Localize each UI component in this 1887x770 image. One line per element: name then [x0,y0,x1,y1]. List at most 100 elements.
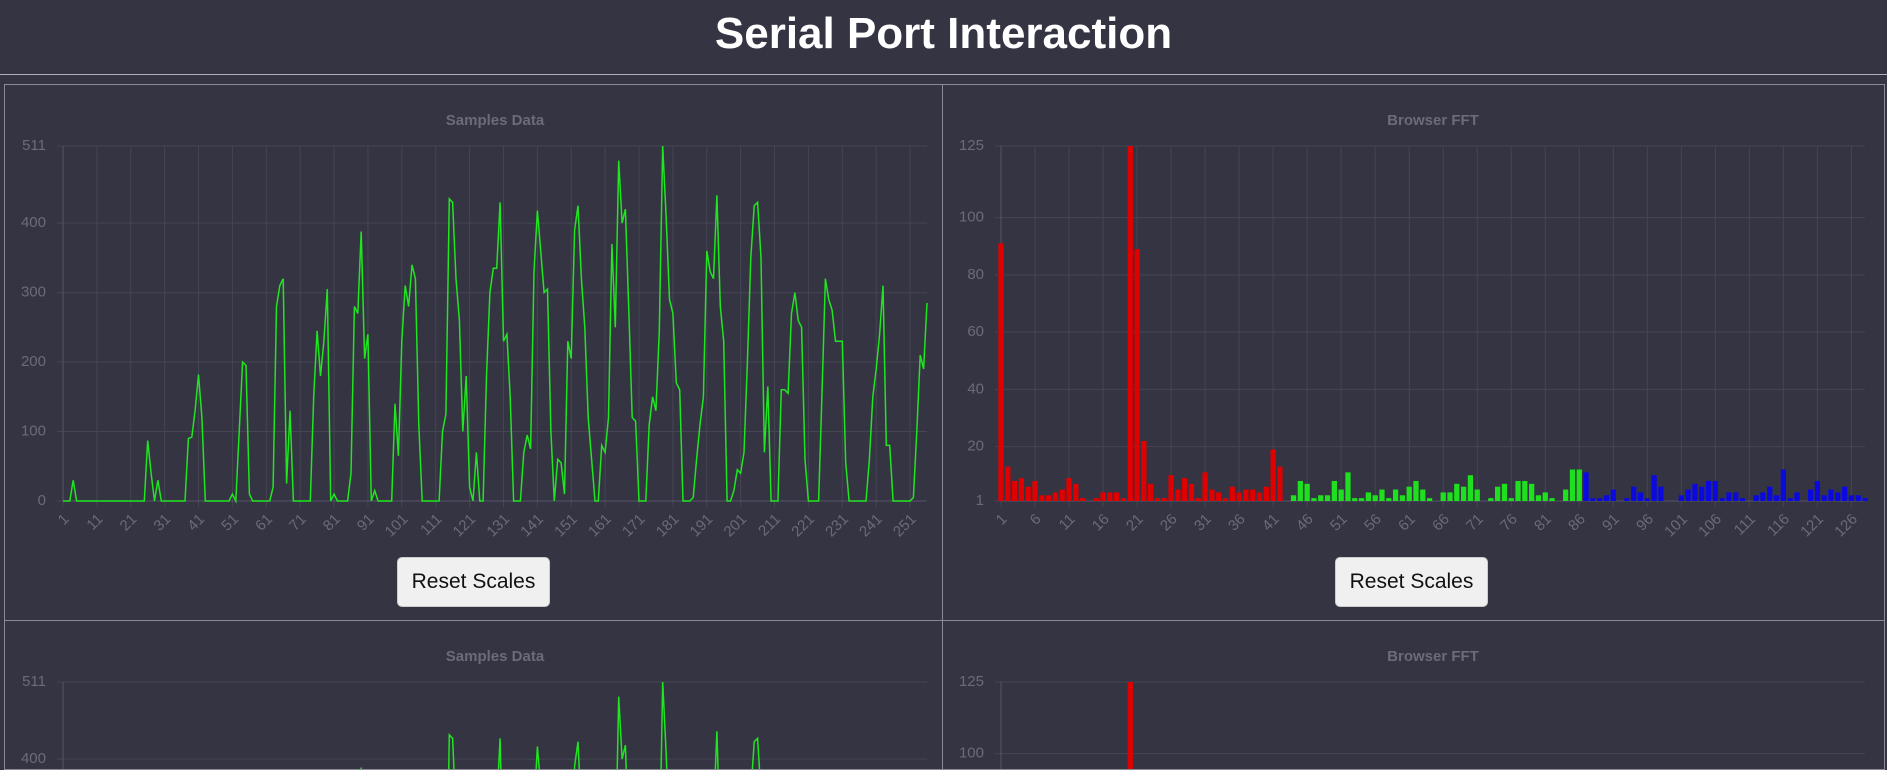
y-tick-label: 125 [959,673,984,690]
reset-scales-button[interactable]: Reset Scales [1335,557,1488,607]
bar [1807,489,1814,501]
bar [1195,498,1201,501]
x-tick-label: 161 [585,511,615,541]
bar [1018,478,1025,501]
x-tick-label: 141 [517,511,547,541]
chart-title: Browser FFT [1387,648,1479,665]
bar [1290,495,1297,501]
bar [1406,486,1412,501]
bar [1386,498,1392,501]
reset-scales-button[interactable]: Reset Scales [397,557,550,607]
x-tick-label: 126 [1831,511,1861,541]
bar [1236,492,1242,501]
bar [1624,498,1630,501]
bar [1474,489,1480,501]
x-tick-label: 31 [150,511,174,535]
x-tick-label: 121 [1797,511,1827,541]
bar [1590,498,1596,501]
y-tick-label: 200 [21,353,46,370]
header: Serial Port Interaction [0,0,1887,75]
x-tick-label: 101 [382,511,412,541]
x-tick-label: 51 [1327,511,1351,535]
x-tick-label: 131 [483,511,513,541]
x-tick-label: 36 [1225,511,1249,535]
data-line [63,145,928,504]
x-tick-label: 121 [450,511,480,541]
x-tick-label: 106 [1695,511,1725,541]
bar [1644,498,1650,501]
x-tick-label: 41 [1259,511,1283,535]
bar [1372,495,1378,501]
chart-title: Browser FFT [1387,112,1479,129]
x-tick-label: 251 [890,511,920,541]
bar [1597,498,1603,501]
y-tick-label: 400 [21,750,46,767]
bar [1529,483,1535,501]
x-tick-label: 96 [1633,511,1657,535]
bar [1182,478,1188,501]
bar [1862,498,1868,501]
bar [1726,492,1732,501]
x-tick-label: 66 [1429,511,1453,535]
x-tick-label: 91 [354,511,378,535]
x-tick-label: 111 [1731,511,1759,539]
x-tick-label: 171 [619,511,649,541]
x-tick-label: 21 [117,511,141,535]
bar [1447,492,1453,501]
bar [1454,483,1460,501]
bar [1549,498,1555,501]
bar [1127,682,1133,769]
bar [1651,475,1657,501]
bar [1311,498,1317,501]
bar [1148,483,1154,501]
bar [1045,495,1052,501]
x-tick-label: 1 [993,511,1011,529]
y-tick-label: 1 [976,492,984,509]
bar [1358,498,1365,501]
x-tick-label: 51 [218,511,242,535]
bar [1828,489,1834,501]
x-tick-label: 151 [551,511,581,541]
y-tick-label: 60 [967,323,984,340]
bar [1202,472,1208,501]
y-tick-label: 125 [959,137,984,154]
x-tick-label: 11 [83,511,106,534]
y-tick-label: 40 [967,380,984,397]
x-tick-label: 26 [1157,511,1181,535]
bar [1352,498,1358,501]
bar [1488,498,1494,501]
bar [1114,492,1120,501]
bar [1719,498,1725,501]
x-tick-label: 81 [320,511,344,535]
chart-title: Samples Data [446,112,545,129]
y-tick-label: 0 [38,492,46,509]
bar [1216,492,1222,501]
bar [1365,492,1372,501]
bar [1794,492,1800,501]
bar [1331,480,1337,501]
bar [1032,480,1038,501]
y-tick-label: 100 [959,745,984,762]
x-tick-label: 116 [1764,511,1793,540]
x-tick-label: 111 [417,511,445,539]
bar [1059,489,1065,501]
x-tick-label: 71 [1463,511,1487,535]
x-tick-label: 61 [252,511,276,535]
bar [1767,486,1773,501]
bar [1494,486,1501,501]
bar [1161,498,1167,501]
page-title: Serial Port Interaction [714,9,1173,58]
bar [1338,489,1344,501]
x-tick-label: 31 [1191,511,1215,535]
x-tick-label: 191 [687,511,717,541]
y-tick-label: 300 [21,284,46,301]
bar [1080,498,1086,501]
bar [1209,489,1215,501]
bar [1175,489,1181,501]
bar [1392,489,1399,501]
y-tick-label: 400 [21,214,46,231]
chart-panel: Samples Data 0 100 200 300 400 511 1 11 21 31 41 51 6… [4,84,943,621]
bar [1243,489,1249,501]
